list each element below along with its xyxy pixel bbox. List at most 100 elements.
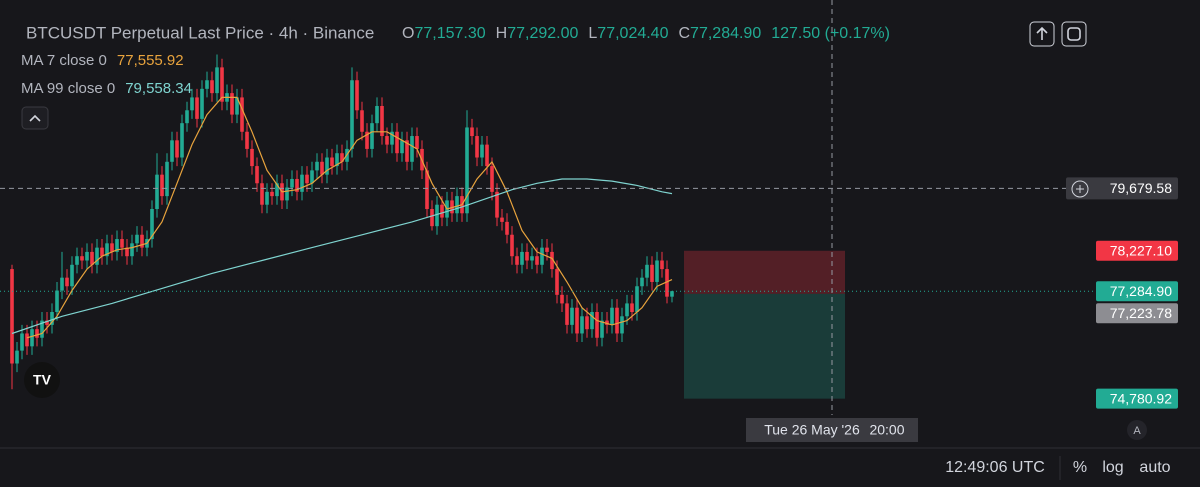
candle-body [335, 153, 339, 167]
candle-body [425, 170, 429, 210]
stop-tag-box [1096, 240, 1178, 261]
candle-body [125, 247, 129, 257]
candle-body [630, 303, 634, 313]
ohlc-change: 127.50 (+0.17%) [771, 25, 890, 42]
candle-body [140, 234, 144, 248]
auto-button[interactable]: auto [1139, 459, 1170, 476]
add-button[interactable] [1071, 180, 1089, 198]
candle-body [230, 93, 234, 115]
candle-body [465, 127, 469, 214]
candle-body [360, 110, 364, 132]
candle-body [565, 303, 569, 325]
svg-text:TV: TV [33, 372, 52, 388]
candle-body [25, 333, 29, 347]
candle-body [180, 123, 184, 158]
candle-body [15, 350, 19, 364]
crosshair-x-box [746, 418, 918, 442]
collapse-button[interactable] [21, 106, 49, 130]
candle-body [285, 187, 289, 201]
candle-body [195, 97, 199, 119]
candle-body [550, 251, 554, 270]
candle-body [495, 191, 499, 218]
candle-body [265, 191, 269, 205]
candle-body [255, 166, 259, 184]
candle-body [50, 312, 54, 325]
scale-button-bg[interactable] [1127, 420, 1147, 440]
candle-body [315, 161, 319, 171]
candle-body [260, 183, 264, 205]
candle-body [65, 277, 69, 287]
candle-body [135, 234, 139, 244]
up-button[interactable] [1029, 21, 1055, 47]
candle-body [245, 131, 249, 149]
candle-body [205, 80, 209, 89]
candle-body [580, 316, 584, 334]
candle-body [585, 316, 589, 330]
candle-body [440, 204, 444, 218]
candle-body [520, 251, 524, 265]
candle-body [615, 307, 619, 334]
candle-body [185, 110, 189, 124]
candle-body [635, 286, 639, 313]
candle-body [395, 131, 399, 154]
candle-body [435, 204, 439, 227]
candle-body [605, 320, 609, 325]
candle-body [250, 148, 254, 167]
candle-body [130, 243, 134, 257]
candle-body [210, 80, 214, 94]
target-tag: 74,780.92 [1110, 390, 1172, 406]
candle-body [270, 191, 274, 197]
candle-body [35, 329, 39, 338]
ohlc-key: H [496, 25, 508, 42]
crosshair-date: Tue 26 May '26 [764, 422, 860, 438]
candle-body [150, 209, 154, 240]
candle-body [350, 80, 354, 149]
candle-body [110, 243, 114, 252]
candle-body [485, 144, 489, 167]
ohlc-key: O [402, 25, 414, 42]
ohlc-value: 77,024.40 [597, 25, 668, 42]
candle-body [470, 127, 474, 137]
scale-button[interactable]: A [1133, 425, 1141, 437]
candle-body [85, 251, 89, 261]
candle-body [235, 97, 239, 115]
candle-body [500, 217, 504, 222]
candle-body [175, 140, 179, 158]
candle-body [30, 329, 34, 347]
ohlc-value: 77,284.90 [690, 25, 761, 42]
ma-value: 77,555.92 [117, 52, 184, 69]
candle-body [620, 316, 624, 334]
candle-body [535, 256, 539, 265]
candle-body [170, 140, 174, 162]
candle-body [610, 307, 614, 325]
candle-body [385, 136, 389, 145]
stop-tag: 78,227.10 [1110, 242, 1172, 258]
ma-value: 79,558.34 [125, 80, 192, 97]
entry-tag-box [1096, 303, 1178, 324]
clock: 12:49:06 UTC [945, 459, 1045, 476]
percent-button[interactable]: % [1073, 459, 1087, 476]
ma-name: MA 99 close 0 [21, 80, 115, 97]
log-button[interactable]: log [1102, 459, 1123, 476]
candle-body [555, 269, 559, 295]
candle-body [40, 320, 44, 338]
candle-body [600, 320, 604, 338]
candle-body [90, 251, 94, 265]
reset-button[interactable] [1061, 21, 1087, 47]
target-zone [684, 293, 845, 399]
candle-body [570, 307, 574, 325]
crosshair-price: 79,679.58 [1110, 180, 1172, 196]
ma-legend: MA 99 close 0 79,558.34 [21, 80, 192, 97]
candle-body [510, 234, 514, 257]
candle-body [115, 239, 119, 252]
candle-body [45, 320, 49, 325]
candle-body [475, 136, 479, 158]
candle-body [275, 183, 279, 197]
candle-body [390, 131, 394, 145]
candle-body [560, 294, 564, 304]
candle-body [415, 136, 419, 149]
candle-body [545, 247, 549, 252]
ohlc-key: L [588, 25, 597, 42]
candle-body [655, 260, 659, 282]
ohlc-value: 77,157.30 [414, 25, 485, 42]
